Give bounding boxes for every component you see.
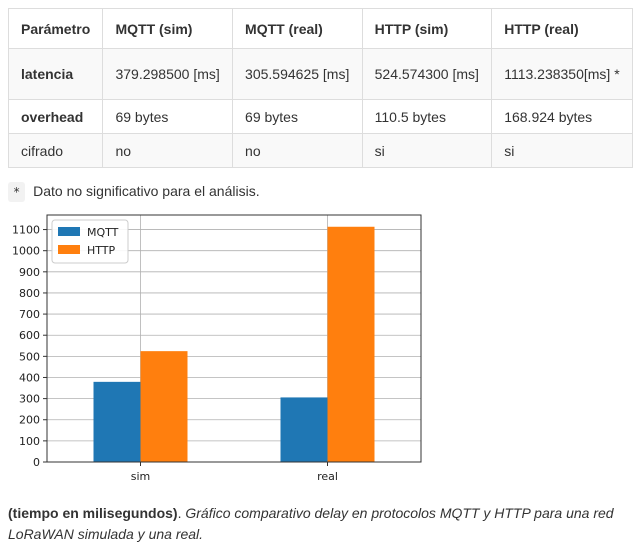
row-label-overhead: overhead bbox=[7, 99, 104, 134]
row-label-cifrado: cifrado bbox=[7, 133, 104, 168]
cell-cifrado-http-real: si bbox=[491, 133, 633, 168]
cell-overhead-mqtt-real: 69 bytes bbox=[232, 99, 363, 134]
y-tick-label: 600 bbox=[19, 329, 40, 342]
header-mqtt-real: MQTT (real) bbox=[232, 8, 363, 49]
parameters-table: Parámetro MQTT (sim) MQTT (real) HTTP (s… bbox=[7, 8, 633, 168]
cell-latencia-http-sim: 524.574300 [ms] bbox=[361, 48, 493, 100]
y-tick-label: 700 bbox=[19, 308, 40, 321]
chart-axes-frame bbox=[46, 214, 422, 463]
y-tick-label: 1100 bbox=[12, 224, 40, 237]
y-tick-label: 900 bbox=[19, 266, 40, 279]
cell-latencia-mqtt-sim: 379.298500 [ms] bbox=[102, 48, 234, 100]
x-tick-label: real bbox=[317, 470, 338, 483]
cell-latencia-mqtt-real: 305.594625 [ms] bbox=[232, 48, 363, 100]
latency-bar-chart: 0 100 200 300 400 500 600 700 800 900 1000 1100 sim… bbox=[12, 214, 422, 483]
y-tick-label: 1000 bbox=[12, 245, 40, 258]
row-label-latencia: latencia bbox=[7, 48, 104, 100]
y-tick-label: 500 bbox=[19, 350, 40, 363]
header-http-real: HTTP (real) bbox=[491, 8, 633, 49]
table-row-overhead: overhead 69 bytes 69 bytes 110.5 bytes 1… bbox=[7, 99, 633, 134]
bar-mqtt-sim bbox=[93, 381, 141, 462]
y-tick-label: 200 bbox=[19, 414, 40, 427]
cell-latencia-http-real: 1113.238350[ms] * bbox=[491, 48, 633, 100]
chart-x-ticks: sim real bbox=[131, 462, 338, 483]
cell-cifrado-mqtt-real: no bbox=[232, 133, 363, 168]
caption-bold: (tiempo en milisegundos) bbox=[8, 505, 178, 521]
bar-http-real bbox=[327, 226, 375, 462]
cell-overhead-mqtt-sim: 69 bytes bbox=[102, 99, 234, 134]
bar-mqtt-real bbox=[280, 397, 328, 462]
footnote: * Dato no significativo para el análisis… bbox=[8, 181, 260, 202]
legend-label-http: HTTP bbox=[87, 244, 116, 257]
caption-italic: Gráfico comparativo delay en protocolos … bbox=[8, 505, 614, 542]
table-header-row: Parámetro MQTT (sim) MQTT (real) HTTP (s… bbox=[7, 8, 633, 49]
header-mqtt-sim: MQTT (sim) bbox=[102, 8, 234, 49]
legend-label-mqtt: MQTT bbox=[87, 226, 119, 239]
y-tick-label: 400 bbox=[19, 371, 40, 384]
cell-cifrado-http-sim: si bbox=[361, 133, 493, 168]
cell-cifrado-mqtt-sim: no bbox=[102, 133, 234, 168]
header-parametro: Parámetro bbox=[7, 8, 104, 49]
table-row-latencia: latencia 379.298500 [ms] 305.594625 [ms]… bbox=[7, 48, 633, 100]
footnote-marker: * bbox=[8, 182, 26, 202]
cell-overhead-http-real: 168.924 bytes bbox=[491, 99, 633, 134]
y-tick-label: 300 bbox=[19, 393, 40, 406]
chart-legend: MQTT HTTP bbox=[51, 219, 129, 264]
bar-http-sim bbox=[140, 351, 188, 462]
caption-separator: . bbox=[177, 505, 186, 521]
footnote-text: Dato no significativo para el análisis. bbox=[33, 183, 260, 199]
chart-bars bbox=[93, 226, 375, 462]
legend-swatch-mqtt bbox=[58, 227, 80, 236]
legend-swatch-http bbox=[58, 245, 80, 254]
y-tick-label: 0 bbox=[33, 456, 40, 469]
cell-overhead-http-sim: 110.5 bytes bbox=[361, 99, 493, 134]
chart-y-ticks: 0 100 200 300 400 500 600 700 800 900 1000 1100 bbox=[12, 224, 47, 469]
header-http-sim: HTTP (sim) bbox=[361, 8, 493, 49]
table-row-cifrado: cifrado no no si si bbox=[7, 133, 633, 168]
x-tick-label: sim bbox=[131, 470, 151, 483]
figure-caption: (tiempo en milisegundos). Gráfico compar… bbox=[8, 503, 618, 545]
y-tick-label: 800 bbox=[19, 287, 40, 300]
y-tick-label: 100 bbox=[19, 435, 40, 448]
